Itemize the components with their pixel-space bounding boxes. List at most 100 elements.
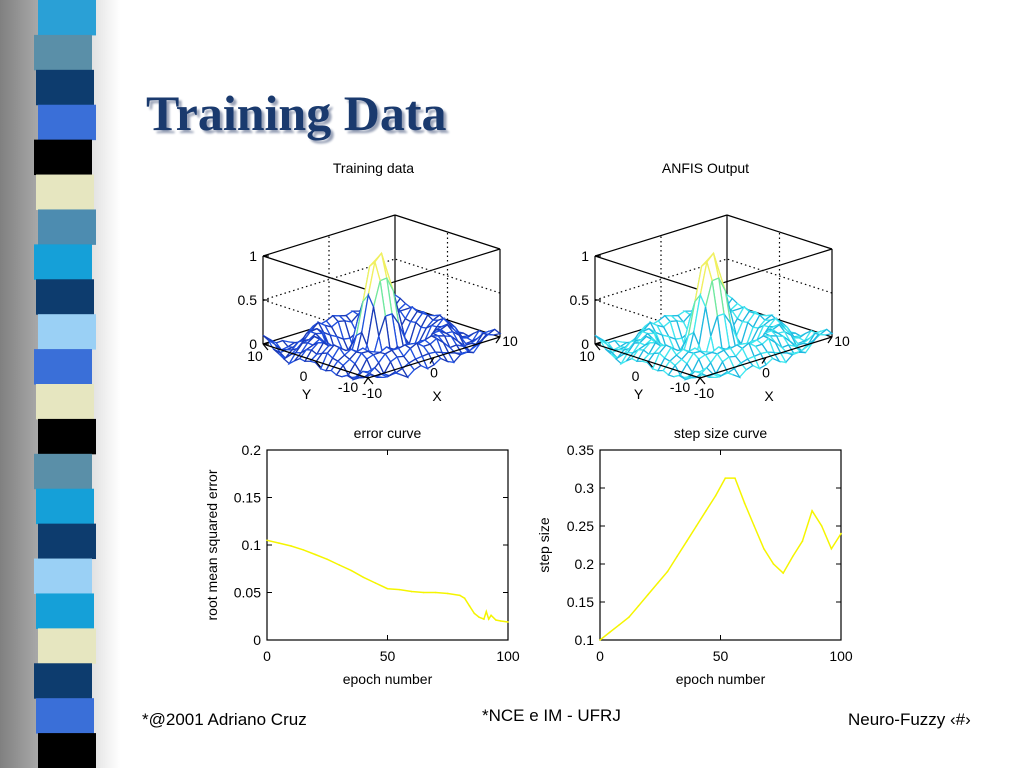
- data-line: [599, 477, 842, 641]
- x-tick-label: 0: [596, 648, 604, 664]
- y-axis-label: step size: [536, 517, 552, 572]
- y-tick-label: 0.15: [234, 490, 261, 506]
- sidebar-stripe: [36, 593, 94, 629]
- data-point: [705, 510, 707, 512]
- y-tick-label: 0.25: [567, 518, 594, 534]
- sidebar-stripe: [36, 488, 94, 525]
- x-tick-label: 50: [380, 648, 396, 664]
- data-point: [618, 624, 621, 626]
- tick-mark: [495, 336, 501, 344]
- data-point: [422, 591, 425, 594]
- data-point: [811, 510, 813, 512]
- x-tick-label: 10: [834, 333, 850, 349]
- z-tick-label: 0.5: [238, 292, 258, 308]
- data-point: [490, 614, 492, 617]
- surface-facet: [362, 367, 376, 375]
- tick-mark: [761, 357, 767, 364]
- data-point: [840, 532, 842, 535]
- data-point: [468, 605, 471, 607]
- sidebar-stripe: [38, 104, 96, 141]
- data-point: [410, 590, 413, 593]
- y-tick-label: 0.35: [567, 442, 594, 458]
- data-point: [326, 558, 329, 561]
- y-axis-label: root mean squared error: [204, 469, 220, 620]
- x-tick-label: 0: [430, 365, 438, 381]
- x-tick-label: 0: [263, 648, 271, 664]
- sidebar-stripe: [34, 139, 92, 176]
- line-chart: step size curve 0 50 100 0.1 0.15 0.2 0.25 0.3 0.…: [536, 425, 853, 687]
- sidebar-stripe: [36, 384, 94, 420]
- tick-mark: [262, 343, 269, 351]
- x-axis-label: X: [432, 388, 442, 404]
- z-tick-label: 0: [249, 336, 257, 352]
- y-tick-label: 10: [579, 348, 595, 364]
- z-tick-label: 1: [249, 248, 257, 264]
- surface-title: ANFIS Output: [662, 160, 749, 176]
- gridline: [262, 299, 369, 335]
- data-point: [608, 631, 611, 634]
- y-tick-label: 0.05: [234, 585, 261, 601]
- sidebar-stripe: [38, 733, 96, 768]
- data-point: [676, 555, 678, 558]
- data-point: [666, 570, 669, 573]
- y-tick-label: -10: [670, 379, 690, 395]
- tick-mark: [367, 377, 374, 385]
- x-tick-label: -10: [362, 385, 382, 401]
- sidebar-stripe: [34, 453, 92, 490]
- gridline: [262, 258, 396, 301]
- x-axis-label: epoch number: [343, 671, 433, 687]
- tick-mark: [594, 343, 601, 351]
- tick-mark: [315, 360, 321, 368]
- x-tick-label: 100: [829, 648, 853, 664]
- tick-mark: [699, 377, 706, 385]
- y-tick-label: 0: [253, 632, 261, 648]
- surface-title: Training data: [333, 160, 414, 176]
- y-tick-label: 0.2: [575, 556, 595, 572]
- sidebar-stripe: [36, 69, 94, 106]
- data-point: [485, 610, 488, 613]
- z-tick-label: 0: [581, 336, 589, 352]
- y-axis-label: Y: [634, 386, 644, 402]
- sidebar-stripe: [38, 209, 96, 245]
- gridline: [394, 258, 501, 294]
- z-tick-label: 1: [581, 248, 589, 264]
- data-point: [714, 494, 717, 497]
- data-point: [473, 612, 476, 615]
- sidebar-stripe: [38, 418, 96, 455]
- data-point: [463, 597, 466, 599]
- sidebar-stripe: [34, 663, 92, 699]
- data-point: [374, 582, 377, 584]
- plot-area: [266, 449, 509, 641]
- data-point: [734, 477, 736, 479]
- tick-mark: [827, 336, 833, 344]
- data-point: [338, 564, 341, 566]
- data-point: [599, 639, 601, 641]
- data-point: [507, 621, 509, 623]
- sidebar-stripe: [36, 279, 94, 315]
- box-edge: [262, 214, 396, 257]
- data-point: [446, 592, 449, 595]
- data-point: [792, 555, 794, 558]
- y-tick-label: 10: [247, 348, 263, 364]
- chart-title: step size curve: [674, 425, 768, 441]
- gridline: [594, 299, 701, 335]
- y-tick-label: 0.1: [242, 537, 262, 553]
- data-point: [685, 540, 688, 542]
- data-point: [772, 563, 775, 565]
- sidebar-stripe: [34, 558, 92, 594]
- sidebar-stripe: [38, 523, 96, 560]
- z-tick-label: 0.5: [570, 292, 590, 308]
- box-edge: [262, 255, 369, 291]
- line-chart: error curve 0 50 100 0 0.05 0.1 0.15 0.2 epoch nu…: [204, 425, 520, 687]
- sidebar-stripe: [38, 314, 96, 350]
- data-point: [830, 548, 833, 550]
- footer-institution: *NCE e IM - UFRJ: [482, 706, 621, 725]
- chart-title: error curve: [354, 425, 422, 441]
- sidebar-stripe: [34, 34, 92, 71]
- y-tick-label: 0.2: [242, 442, 262, 458]
- slide-title: Training Data: [146, 85, 447, 141]
- data-point: [647, 593, 649, 596]
- y-tick-label: 0: [632, 368, 640, 384]
